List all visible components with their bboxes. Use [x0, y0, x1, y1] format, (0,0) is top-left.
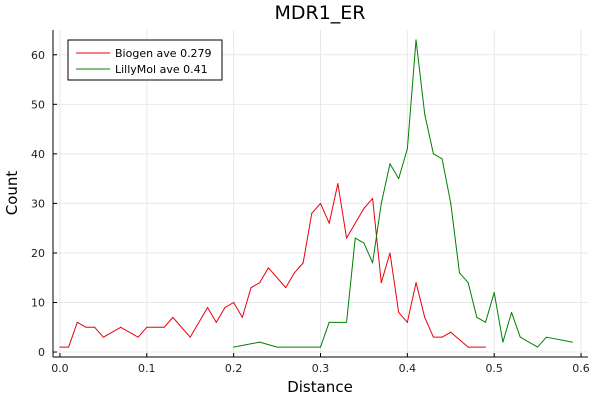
data-point-biogen [189, 336, 191, 338]
data-point-lillymol [372, 262, 374, 264]
y-tick-label: 30 [31, 197, 45, 210]
data-point-biogen [215, 321, 217, 323]
legend: Biogen ave 0.279 LillyMol ave 0.41 [67, 39, 223, 81]
data-point-biogen [302, 262, 304, 264]
data-point-lillymol [328, 321, 330, 323]
y-tick-label: 20 [31, 247, 45, 260]
data-point-biogen [163, 326, 165, 328]
x-tick-label: 0.2 [225, 362, 243, 375]
y-axis-title: Count [3, 171, 21, 216]
y-tick-label: 60 [31, 49, 45, 62]
x-tick-label: 0.4 [399, 362, 417, 375]
data-point-biogen [441, 336, 443, 338]
legend-label-biogen: Biogen ave 0.279 [115, 47, 212, 60]
data-point-lillymol [346, 321, 348, 323]
y-axis-ticks: 0 10 20 30 40 50 60 [31, 49, 57, 359]
data-point-biogen [372, 197, 374, 199]
y-tick-label: 10 [31, 297, 45, 310]
data-point-biogen [76, 321, 78, 323]
data-point-biogen [120, 326, 122, 328]
data-point-lillymol [545, 336, 547, 338]
legend-label-lillymol: LillyMol ave 0.41 [115, 63, 208, 76]
x-axis-ticks: 0.0 0.1 0.2 0.3 0.4 0.5 0.6 [51, 353, 590, 375]
data-point-lillymol [380, 202, 382, 204]
data-point-biogen [102, 336, 104, 338]
data-point-lillymol [320, 346, 321, 348]
data-point-biogen [406, 321, 408, 323]
legend-box [67, 39, 223, 81]
data-point-lillymol [502, 341, 504, 343]
chart-title: MDR1_ER [274, 2, 365, 24]
data-point-lillymol [441, 158, 443, 160]
y-tick-label: 50 [31, 98, 45, 111]
data-point-biogen [398, 311, 400, 313]
data-point-biogen [59, 346, 61, 348]
data-point-biogen [207, 306, 209, 308]
data-point-lillymol [415, 39, 417, 41]
data-point-biogen [380, 282, 382, 284]
data-point-lillymol [406, 148, 408, 150]
x-tick-label: 0.0 [51, 362, 69, 375]
data-point-biogen [328, 222, 330, 224]
x-tick-label: 0.1 [138, 362, 156, 375]
data-point-lillymol [398, 178, 400, 180]
x-tick-label: 0.5 [485, 362, 503, 375]
data-point-biogen [250, 287, 252, 289]
x-tick-label: 0.3 [312, 362, 330, 375]
data-point-biogen [485, 346, 487, 348]
data-point-biogen [85, 326, 87, 328]
data-point-biogen [146, 326, 148, 328]
data-point-lillymol [519, 336, 521, 338]
data-point-lillymol [354, 237, 356, 239]
data-point-biogen [233, 302, 235, 303]
data-point-lillymol [259, 341, 261, 343]
series-line-biogen [59, 183, 486, 348]
data-point-lillymol [432, 153, 434, 155]
data-point-lillymol [537, 346, 539, 348]
x-tick-label: 0.6 [572, 362, 590, 375]
data-point-biogen [267, 267, 269, 269]
y-tick-label: 0 [38, 346, 45, 359]
data-point-lillymol [467, 282, 469, 284]
data-point-biogen [224, 306, 226, 308]
data-point-lillymol [363, 242, 365, 244]
data-point-biogen [415, 282, 417, 284]
x-axis-title: Distance [287, 378, 353, 396]
data-point-biogen [337, 183, 339, 185]
data-point-lillymol [389, 163, 391, 165]
data-point-lillymol [493, 292, 495, 294]
data-point-lillymol [476, 316, 478, 318]
data-point-biogen [424, 316, 426, 318]
data-point-biogen [389, 252, 391, 254]
data-point-lillymol [485, 321, 487, 323]
data-point-biogen [94, 326, 96, 328]
data-point-biogen [285, 287, 287, 289]
data-point-lillymol [511, 311, 513, 313]
data-point-biogen [467, 346, 469, 348]
data-point-biogen [137, 336, 139, 338]
data-point-lillymol [458, 272, 460, 274]
data-point-biogen [259, 282, 261, 284]
data-point-biogen [363, 207, 365, 209]
data-point-lillymol [571, 341, 573, 343]
data-point-biogen [432, 336, 434, 338]
data-point-lillymol [450, 202, 452, 204]
series-layer [59, 39, 573, 348]
data-point-biogen [450, 331, 452, 333]
data-point-biogen [476, 346, 478, 348]
y-tick-label: 40 [31, 148, 45, 161]
data-point-biogen [68, 346, 70, 348]
data-point-lillymol [233, 346, 235, 348]
data-point-biogen [172, 316, 174, 318]
data-point-biogen [346, 237, 348, 239]
data-point-biogen [293, 272, 295, 274]
data-point-biogen [311, 212, 313, 214]
data-point-lillymol [424, 113, 426, 115]
data-point-lillymol [276, 346, 278, 348]
data-point-biogen [320, 202, 321, 204]
data-point-biogen [241, 316, 243, 318]
